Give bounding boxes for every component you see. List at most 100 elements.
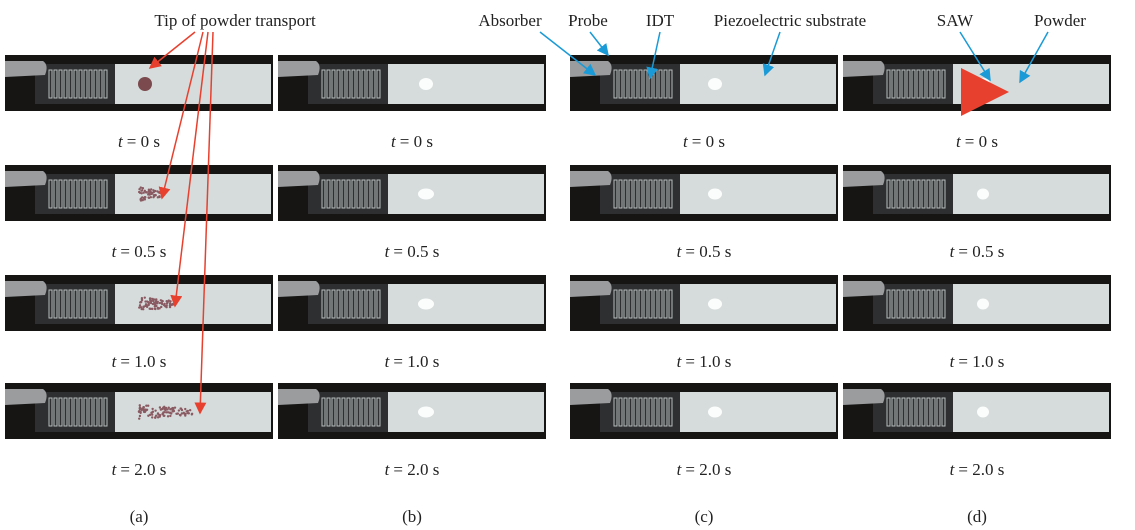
time-value: = 1.0 s xyxy=(393,352,439,371)
powder xyxy=(149,299,151,301)
time-label: t= 1.0 s xyxy=(677,352,732,371)
time-value: = 0.5 s xyxy=(685,242,731,261)
powder xyxy=(977,299,989,310)
panel-label: (d) xyxy=(967,507,987,526)
time-symbol: t xyxy=(385,242,391,261)
probe xyxy=(5,389,47,405)
photo xyxy=(278,165,546,221)
powder xyxy=(184,413,186,415)
time-value: = 0 s xyxy=(692,132,725,151)
powder xyxy=(147,304,149,306)
powder xyxy=(150,188,152,190)
annotation: Powder xyxy=(1034,11,1086,30)
powder xyxy=(165,304,167,306)
probe xyxy=(278,389,320,405)
photo xyxy=(570,55,838,111)
powder xyxy=(157,412,159,414)
powder xyxy=(144,300,146,302)
time-symbol: t xyxy=(112,352,118,371)
photo xyxy=(5,165,273,221)
photo xyxy=(5,55,273,111)
powder xyxy=(171,407,173,409)
annotation: SAW xyxy=(937,11,974,30)
time-value: = 2.0 s xyxy=(393,460,439,479)
probe xyxy=(570,61,612,77)
powder xyxy=(160,408,162,410)
powder xyxy=(138,417,140,419)
powder xyxy=(148,192,150,194)
time-label: t= 0 s xyxy=(391,132,433,151)
powder xyxy=(976,78,990,90)
time-label: t= 0 s xyxy=(956,132,998,151)
powder xyxy=(158,307,160,309)
powder xyxy=(142,308,144,310)
time-symbol: t xyxy=(956,132,962,151)
time-label: t= 2.0 s xyxy=(950,460,1005,479)
powder xyxy=(139,412,141,414)
time-value: = 0 s xyxy=(400,132,433,151)
time-symbol: t xyxy=(950,352,956,371)
powder xyxy=(139,406,141,408)
powder xyxy=(148,189,150,191)
powder xyxy=(142,406,144,408)
powder xyxy=(184,408,186,410)
time-symbol: t xyxy=(385,352,391,371)
photo xyxy=(843,383,1111,439)
powder xyxy=(147,415,149,417)
annotation: Probe xyxy=(568,11,608,30)
time-symbol: t xyxy=(677,352,683,371)
powder xyxy=(166,302,168,304)
time-label: t= 1.0 s xyxy=(112,352,167,371)
time-value: = 0.5 s xyxy=(120,242,166,261)
time-value: = 0 s xyxy=(127,132,160,151)
powder xyxy=(154,417,156,419)
powder xyxy=(152,196,154,198)
powder xyxy=(163,406,165,408)
powder xyxy=(159,414,161,416)
photo xyxy=(570,165,838,221)
powder xyxy=(167,415,169,417)
powder xyxy=(169,415,171,417)
powder xyxy=(138,191,140,193)
time-value: = 1.0 s xyxy=(685,352,731,371)
powder xyxy=(166,408,168,410)
powder xyxy=(138,77,152,91)
photo xyxy=(570,275,838,331)
time-value: = 2.0 s xyxy=(685,460,731,479)
powder xyxy=(154,308,156,310)
probe xyxy=(5,281,47,297)
time-value: = 0.5 s xyxy=(393,242,439,261)
powder xyxy=(188,412,190,414)
time-value: = 2.0 s xyxy=(120,460,166,479)
photo xyxy=(843,165,1111,221)
powder xyxy=(174,406,176,408)
powder xyxy=(151,416,153,418)
probe xyxy=(570,171,612,187)
probe xyxy=(570,281,612,297)
time-label: t= 2.0 s xyxy=(385,460,440,479)
time-symbol: t xyxy=(683,132,689,151)
time-label: t= 1.0 s xyxy=(385,352,440,371)
probe xyxy=(278,281,320,297)
time-symbol: t xyxy=(118,132,124,151)
time-value: = 1.0 s xyxy=(120,352,166,371)
photo xyxy=(5,383,273,439)
powder xyxy=(171,303,173,305)
powder xyxy=(139,404,141,406)
powder xyxy=(177,412,179,414)
powder xyxy=(186,410,188,412)
powder xyxy=(156,190,158,192)
figure: t= 0 st= 0.5 st= 1.0 st= 2.0 s(a)t= 0 st… xyxy=(0,0,1135,530)
powder xyxy=(148,308,150,310)
powder xyxy=(142,306,144,308)
time-value: = 1.0 s xyxy=(958,352,1004,371)
time-symbol: t xyxy=(677,242,683,261)
annotation: Piezoelectric substrate xyxy=(714,11,866,30)
powder xyxy=(161,300,163,302)
powder xyxy=(191,413,193,415)
time-label: t= 2.0 s xyxy=(677,460,732,479)
powder xyxy=(149,301,151,303)
time-label: t= 0.5 s xyxy=(677,242,732,261)
powder xyxy=(154,303,156,305)
powder xyxy=(161,413,163,415)
